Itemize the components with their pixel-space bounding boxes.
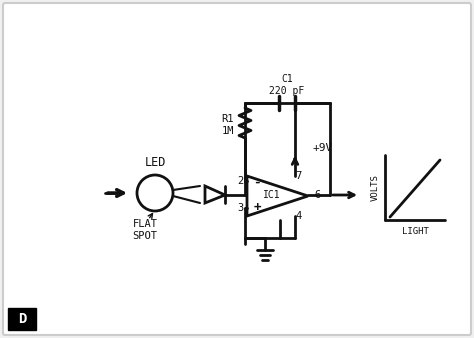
Bar: [8, 308, 36, 330]
Text: -: -: [253, 175, 261, 189]
Text: 6: 6: [314, 190, 320, 200]
Text: R1
1M: R1 1M: [222, 114, 234, 136]
Text: LIGHT: LIGHT: [401, 227, 428, 237]
Text: 4: 4: [295, 211, 301, 221]
Text: LED: LED: [144, 156, 166, 169]
Text: IC1: IC1: [263, 190, 281, 200]
Text: 7: 7: [295, 171, 301, 181]
Text: +9V: +9V: [313, 143, 333, 153]
FancyBboxPatch shape: [3, 3, 471, 335]
Text: C1
220 pF: C1 220 pF: [269, 74, 305, 96]
Text: D: D: [18, 312, 26, 326]
Text: 2: 2: [238, 176, 244, 186]
Text: +: +: [253, 200, 261, 214]
Text: 3: 3: [238, 203, 244, 213]
Text: FLAT
SPOT: FLAT SPOT: [133, 219, 157, 241]
Circle shape: [137, 175, 173, 211]
Text: VOLTS: VOLTS: [371, 174, 380, 201]
